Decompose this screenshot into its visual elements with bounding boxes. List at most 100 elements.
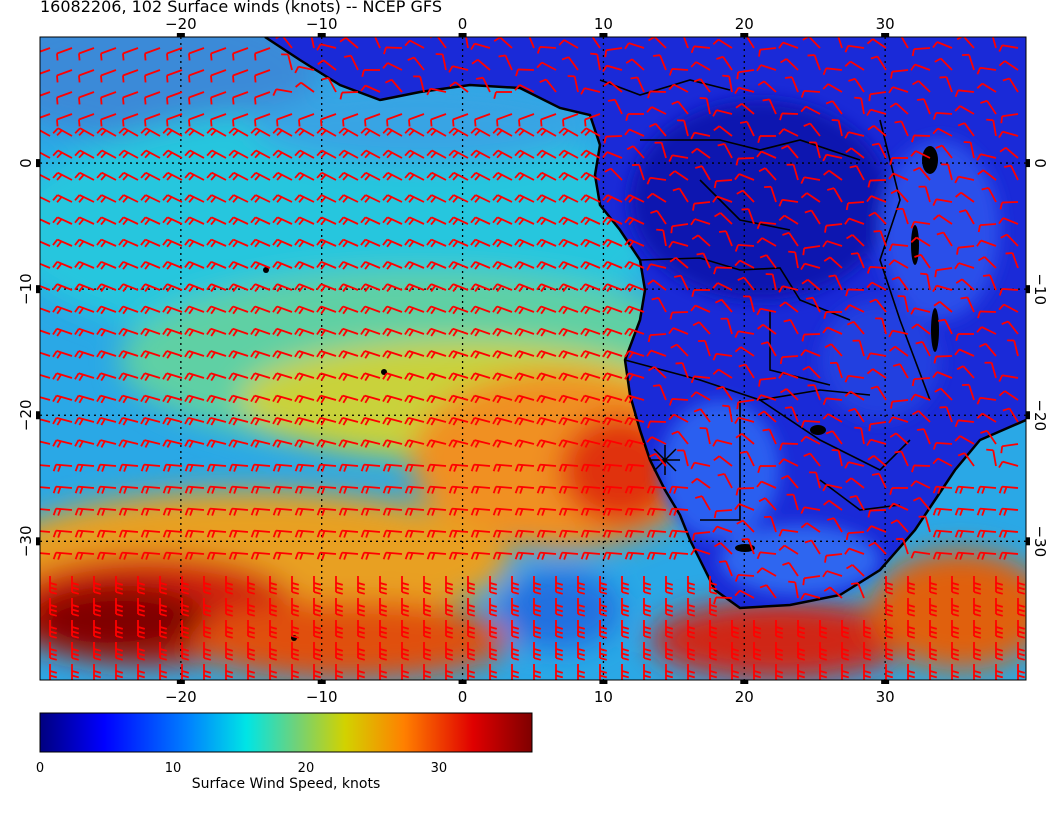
wind-barb	[188, 69, 205, 83]
wind-barb	[1005, 252, 1019, 269]
wind-barb	[910, 150, 931, 159]
wind-barb	[360, 327, 381, 337]
wind-barb	[954, 507, 975, 516]
wind-barb	[677, 449, 689, 467]
wind-barb	[426, 507, 447, 516]
wind-barb	[294, 327, 315, 337]
wind-barb	[894, 450, 909, 467]
wind-barb	[784, 76, 799, 93]
wind-barb	[426, 350, 447, 359]
wind-barb	[470, 171, 491, 181]
wind-barb	[668, 529, 689, 538]
wind-barb	[954, 419, 975, 428]
wind-barb	[316, 394, 337, 404]
wind-barb	[916, 98, 931, 115]
wind-barb	[96, 372, 117, 382]
wind-barb	[932, 507, 953, 516]
wind-barb	[998, 217, 1019, 225]
wind-barb	[184, 194, 205, 203]
wind-barb	[753, 642, 761, 661]
wind-barb	[316, 439, 337, 448]
wind-barb	[885, 620, 893, 639]
wind-barb	[470, 283, 491, 292]
wind-barb	[360, 463, 381, 472]
wind-barb	[511, 642, 519, 661]
wind-barb	[291, 620, 299, 639]
colorbar-gradient	[39, 712, 533, 753]
wind-barb	[602, 327, 623, 337]
wind-barb	[386, 113, 403, 127]
wind-barb	[914, 253, 931, 269]
wind-barb	[599, 620, 607, 639]
wind-barb	[650, 209, 667, 225]
wind-barb	[232, 113, 249, 127]
wind-barb	[250, 507, 271, 516]
wind-barb	[118, 194, 139, 203]
wind-barb	[604, 167, 623, 181]
lat-tick-label-right: 0	[1031, 158, 1049, 168]
wind-barb	[837, 37, 843, 49]
wind-barb	[624, 439, 645, 448]
wind-barb	[866, 525, 887, 533]
wind-barb	[998, 374, 1019, 382]
wind-barb	[276, 113, 293, 127]
wind-barb	[976, 529, 997, 538]
wind-barb	[162, 283, 183, 292]
wind-barb	[802, 245, 821, 256]
wind-barb	[404, 171, 425, 181]
wind-barb	[955, 333, 974, 341]
wind-barb	[891, 276, 909, 291]
wind-barb	[621, 620, 629, 639]
wind-barb	[294, 261, 315, 270]
wind-barb	[404, 350, 425, 359]
wind-barb	[203, 598, 211, 617]
lon-tick-label-bottom: 0	[458, 688, 468, 706]
wind-barb	[272, 194, 293, 203]
wind-barb	[404, 149, 425, 159]
wind-barb	[74, 238, 95, 248]
wind-barb	[423, 598, 431, 617]
wind-barb	[272, 350, 293, 359]
wind-barb	[900, 37, 909, 49]
wind-barb	[536, 305, 557, 315]
wind-barb	[382, 350, 403, 359]
wind-barb	[937, 318, 953, 335]
wind-barb	[714, 298, 733, 313]
wind-barb	[210, 113, 227, 127]
wind-barb	[778, 528, 799, 537]
wind-barb	[687, 664, 695, 680]
wind-barb	[911, 377, 931, 387]
wind-barb	[426, 87, 447, 96]
wind-barb	[896, 537, 909, 555]
wind-barb	[515, 68, 535, 77]
wind-barb	[691, 147, 711, 159]
wind-barb	[932, 441, 953, 450]
lon-tick-label-bottom: 10	[594, 688, 613, 706]
wind-barb	[338, 529, 359, 538]
wind-barb	[998, 460, 1019, 469]
wind-barb	[888, 243, 909, 252]
wind-barb	[250, 327, 271, 337]
wind-barb	[467, 598, 475, 617]
wind-barb	[624, 417, 645, 426]
wind-barb	[668, 240, 689, 249]
wind-barb	[470, 350, 491, 359]
wind-barb	[910, 220, 931, 229]
lon-tick-label-bottom: −10	[306, 688, 338, 706]
wind-barb	[665, 620, 673, 639]
wind-barb	[778, 198, 799, 207]
wind-barb	[122, 69, 139, 83]
wind-barb	[567, 75, 579, 93]
wind-barb	[932, 457, 953, 467]
wind-barb	[404, 194, 425, 203]
wind-barb	[514, 283, 535, 292]
wind-barb	[651, 296, 667, 313]
wind-barb	[74, 529, 95, 538]
wind-barb	[1017, 664, 1025, 680]
wind-barb	[445, 598, 453, 617]
wind-barb	[932, 284, 953, 293]
wind-barb	[665, 664, 673, 680]
wind-barb	[357, 620, 365, 639]
wind-barb	[382, 62, 403, 71]
wind-barb	[74, 216, 95, 226]
